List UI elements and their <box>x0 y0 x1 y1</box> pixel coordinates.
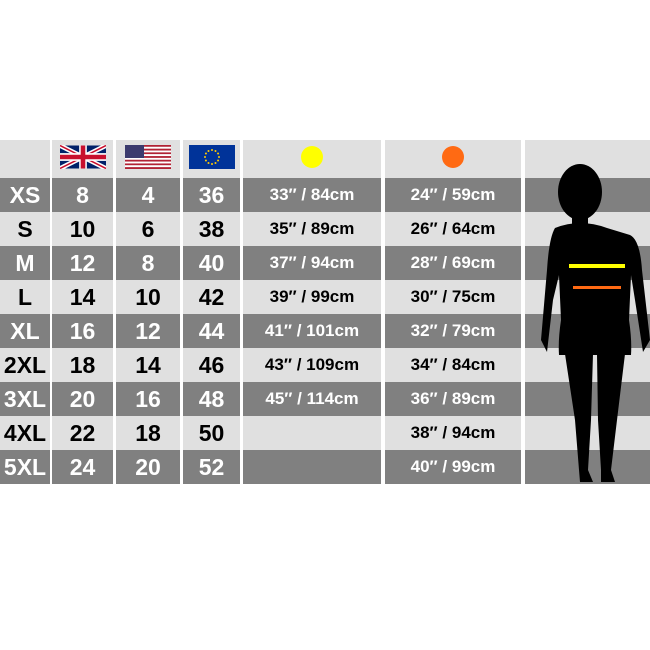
size-label: XS <box>0 178 50 212</box>
eu-value: 38 <box>183 212 240 246</box>
us-value: 16 <box>116 382 180 416</box>
waist-dot-icon <box>441 145 465 174</box>
eu-value: 46 <box>183 348 240 382</box>
bust-value <box>243 416 381 450</box>
header-cell <box>116 140 180 178</box>
waist-value: 38″ / 94cm <box>385 416 521 450</box>
us-value: 8 <box>116 246 180 280</box>
waist-value: 28″ / 69cm <box>385 246 521 280</box>
size-label: 4XL <box>0 416 50 450</box>
uk-value: 12 <box>52 246 113 280</box>
bust-value: 33″ / 84cm <box>243 178 381 212</box>
eu-value: 48 <box>183 382 240 416</box>
header-cell <box>385 140 521 178</box>
size-label: XL <box>0 314 50 348</box>
bust-value: 35″ / 89cm <box>243 212 381 246</box>
bust-value: 45″ / 114cm <box>243 382 381 416</box>
uk-value: 22 <box>52 416 113 450</box>
us-value: 20 <box>116 450 180 484</box>
eu-value: 40 <box>183 246 240 280</box>
uk-value: 20 <box>52 382 113 416</box>
us-value: 10 <box>116 280 180 314</box>
us-value: 18 <box>116 416 180 450</box>
female-silhouette-icon <box>541 164 650 482</box>
waist-value: 24″ / 59cm <box>385 178 521 212</box>
uk-value: 24 <box>52 450 113 484</box>
us-value: 14 <box>116 348 180 382</box>
header-cell <box>52 140 113 178</box>
bust-value: 41″ / 101cm <box>243 314 381 348</box>
waist-value: 26″ / 64cm <box>385 212 521 246</box>
size-label: M <box>0 246 50 280</box>
eu-value: 42 <box>183 280 240 314</box>
waist-line <box>573 286 621 289</box>
eu-flag-icon <box>188 144 235 174</box>
waist-value: 34″ / 84cm <box>385 348 521 382</box>
uk-flag-icon <box>58 142 107 174</box>
header-cell <box>243 140 381 178</box>
size-label: S <box>0 212 50 246</box>
size-label: 5XL <box>0 450 50 484</box>
waist-value: 40″ / 99cm <box>385 450 521 484</box>
size-label: 3XL <box>0 382 50 416</box>
bust-dot-icon <box>300 145 324 174</box>
eu-value: 36 <box>183 178 240 212</box>
bust-value: 37″ / 94cm <box>243 246 381 280</box>
size-label: 2XL <box>0 348 50 382</box>
waist-value: 30″ / 75cm <box>385 280 521 314</box>
us-flag-icon <box>125 144 171 174</box>
uk-value: 10 <box>52 212 113 246</box>
bust-value <box>243 450 381 484</box>
eu-value: 50 <box>183 416 240 450</box>
uk-value: 18 <box>52 348 113 382</box>
waist-value: 32″ / 79cm <box>385 314 521 348</box>
header-cell <box>0 140 50 178</box>
us-value: 12 <box>116 314 180 348</box>
size-label: L <box>0 280 50 314</box>
us-value: 4 <box>116 178 180 212</box>
uk-value: 16 <box>52 314 113 348</box>
eu-value: 52 <box>183 450 240 484</box>
uk-value: 14 <box>52 280 113 314</box>
bust-line <box>569 264 625 268</box>
header-cell <box>183 140 240 178</box>
bust-value: 43″ / 109cm <box>243 348 381 382</box>
us-value: 6 <box>116 212 180 246</box>
uk-value: 8 <box>52 178 113 212</box>
eu-value: 44 <box>183 314 240 348</box>
waist-value: 36″ / 89cm <box>385 382 521 416</box>
bust-value: 39″ / 99cm <box>243 280 381 314</box>
